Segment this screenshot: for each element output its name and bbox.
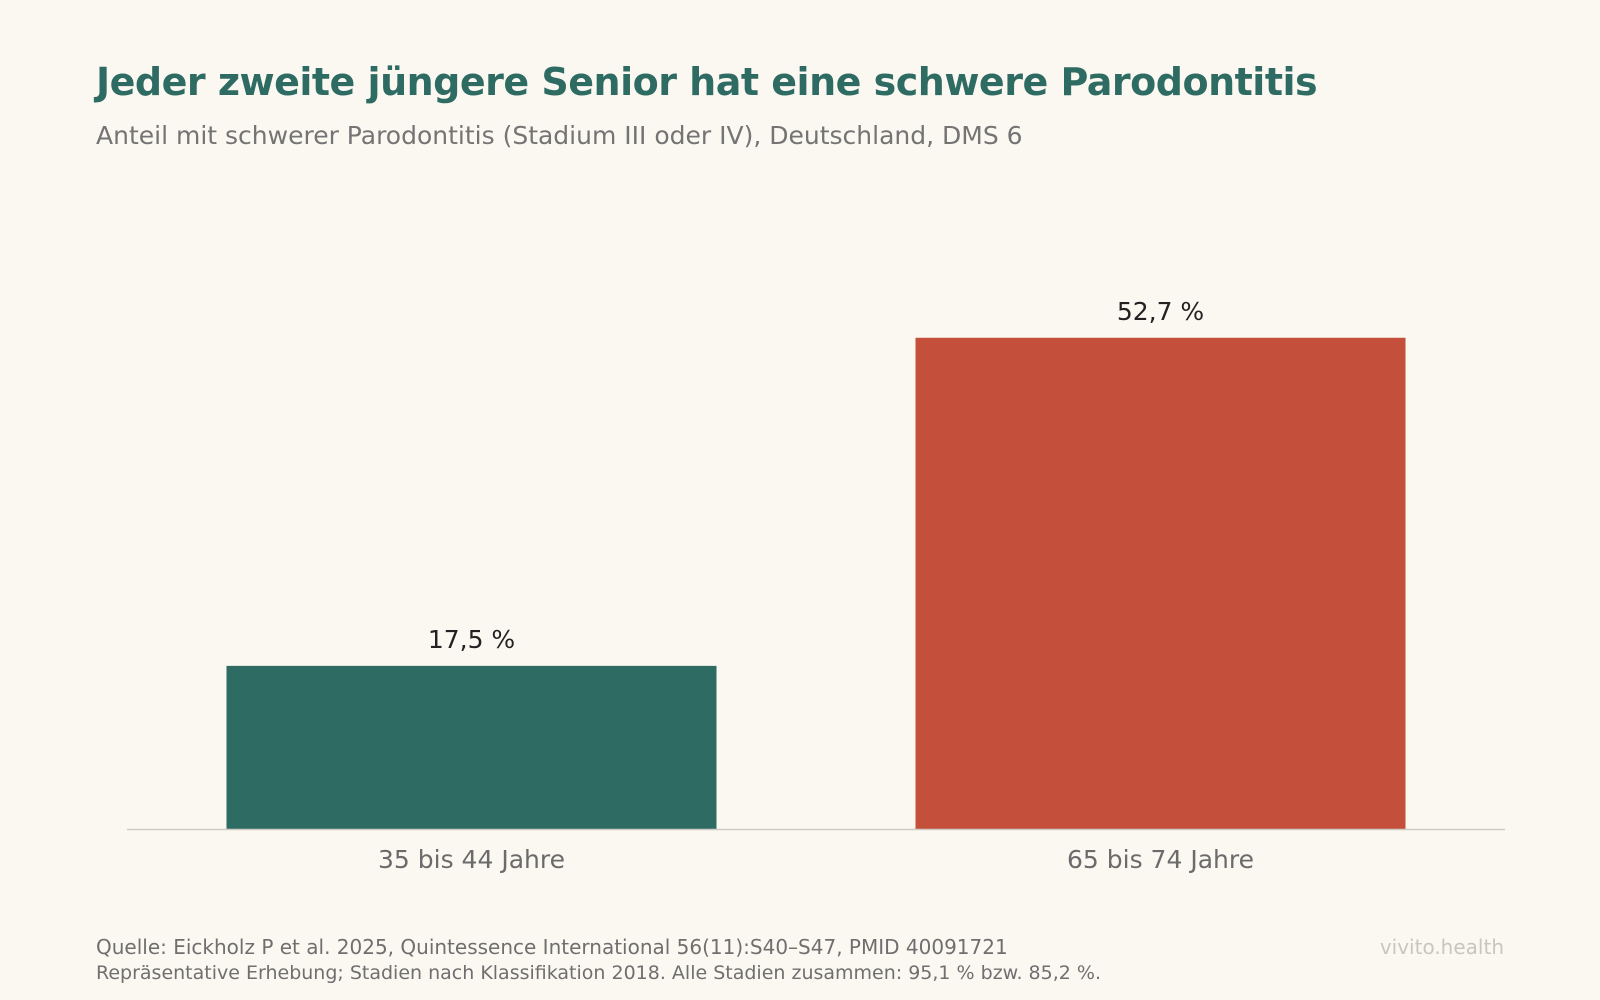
chart-subtitle: Anteil mit schwerer Parodontitis (Stadiu… — [96, 121, 1023, 150]
chart-title: Jeder zweite jüngere Senior hat eine sch… — [96, 60, 1318, 104]
x-tick-label-1: 35 bis 44 Jahre — [378, 845, 565, 874]
x-tick-label-2: 65 bis 74 Jahre — [1067, 845, 1254, 874]
bar-2 — [915, 337, 1406, 829]
bar-chart: 17,5 % 35 bis 44 Jahre 52,7 % 65 bis 74 Jah… — [127, 297, 1505, 874]
data-label-2: 52,7 % — [1117, 297, 1204, 326]
bar-1 — [226, 665, 717, 829]
source-note: Quelle: Eickholz P et al. 2025, Quintess… — [96, 935, 1008, 959]
data-label-1: 17,5 % — [428, 625, 515, 654]
method-note: Repräsentative Erhebung; Stadien nach Kl… — [96, 962, 1101, 984]
brand-label: vivito.health — [1379, 935, 1504, 959]
